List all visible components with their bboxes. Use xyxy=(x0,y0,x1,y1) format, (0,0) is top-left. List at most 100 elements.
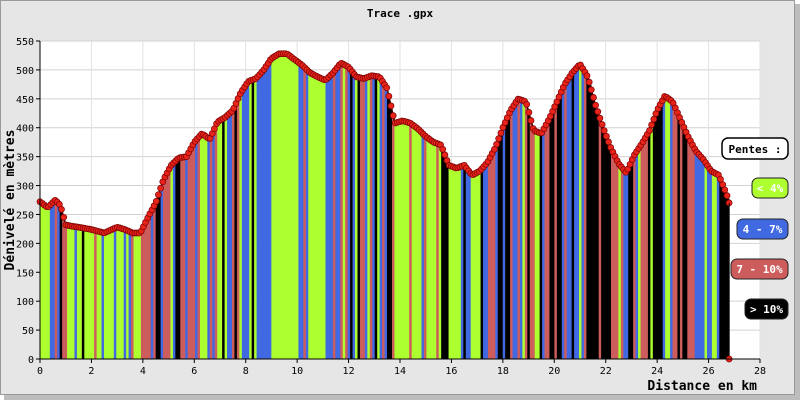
slope-stripe xyxy=(190,147,193,359)
slope-stripe xyxy=(153,205,157,359)
slope-stripe xyxy=(704,163,708,359)
slope-stripe xyxy=(724,191,728,359)
x-axis-title: Distance en km xyxy=(647,379,757,394)
slope-stripe xyxy=(706,166,710,359)
slope-stripe xyxy=(355,76,358,359)
slope-stripe xyxy=(702,159,705,359)
slope-stripe xyxy=(554,104,558,359)
legend-label: < 4% xyxy=(757,182,784,195)
slope-stripe xyxy=(91,229,95,359)
slope-stripe xyxy=(480,168,484,359)
slope-stripe xyxy=(86,228,90,359)
slope-stripe xyxy=(167,168,171,359)
elevation-point xyxy=(600,127,608,134)
slope-stripe xyxy=(524,102,528,360)
x-tick-label: 10 xyxy=(291,366,303,377)
slope-stripe xyxy=(254,78,257,359)
x-tick-label: 0 xyxy=(37,366,43,377)
slope-stripe xyxy=(547,120,550,360)
y-tick-label: 550 xyxy=(16,37,34,48)
slope-stripe xyxy=(308,72,312,359)
slope-stripe xyxy=(79,227,83,359)
legend-item: > 10% xyxy=(744,298,789,320)
slope-stripe xyxy=(327,76,331,360)
slope-stripe xyxy=(315,76,319,359)
slope-stripe xyxy=(662,97,666,360)
slope-stripe xyxy=(367,76,371,360)
slope-stripe xyxy=(99,231,102,359)
slope-stripe xyxy=(47,206,51,359)
elevation-profile xyxy=(36,50,733,363)
slope-stripe xyxy=(342,64,346,359)
slope-stripe xyxy=(709,170,713,359)
slope-stripe xyxy=(455,167,459,359)
slope-stripe xyxy=(576,66,580,359)
slope-stripe xyxy=(251,79,255,359)
elevation-point xyxy=(603,132,610,140)
slope-stripe xyxy=(571,72,575,359)
slope-stripe xyxy=(561,87,565,360)
slope-stripe xyxy=(428,139,432,359)
elevation-point xyxy=(605,138,612,146)
slope-stripe xyxy=(204,136,208,359)
elevation-point xyxy=(439,145,447,153)
elevation-point xyxy=(592,101,599,109)
slope-stripe xyxy=(490,154,494,359)
slope-stripe xyxy=(458,167,462,359)
slope-stripe xyxy=(620,167,624,359)
slope-stripe xyxy=(133,232,137,359)
slope-stripe xyxy=(158,191,161,359)
slope-stripe xyxy=(603,132,607,359)
slope-stripe xyxy=(473,173,477,359)
slope-stripe xyxy=(362,78,366,359)
slope-stripe xyxy=(606,138,609,359)
slope-stripe xyxy=(231,109,235,359)
slope-stripe xyxy=(460,166,464,359)
slope-stripe xyxy=(202,134,206,359)
slope-stripe xyxy=(534,131,538,359)
legend-item: 4 - 7% xyxy=(736,218,789,240)
slope-stripe xyxy=(714,173,718,359)
legend-title-text: Pentes : xyxy=(729,143,782,156)
slope-stripe xyxy=(711,172,715,359)
slope-stripe xyxy=(81,227,85,359)
slope-stripe xyxy=(236,98,240,359)
slope-stripe xyxy=(505,119,509,359)
slope-stripe xyxy=(185,156,189,359)
x-tick-labels: 0 2 4 6 8 10 12 14 16 18 20 22 24 26 28 xyxy=(37,366,766,377)
slope-stripe xyxy=(633,154,637,359)
y-tick-label: 0 xyxy=(28,355,34,366)
slope-stripe xyxy=(569,75,573,359)
slope-stripe xyxy=(286,54,289,360)
slope-stripe xyxy=(655,111,659,359)
slope-stripe xyxy=(389,104,393,360)
legend-label: > 10% xyxy=(750,303,783,316)
slope-stripe xyxy=(131,232,134,359)
slope-stripes xyxy=(40,53,730,360)
slope-stripe xyxy=(325,79,329,360)
legend-title-box xyxy=(721,137,789,160)
slope-stripe xyxy=(57,203,61,359)
slope-stripe xyxy=(611,150,614,359)
slope-stripe xyxy=(266,63,270,360)
slope-stripe xyxy=(305,69,309,360)
slope-stripe xyxy=(468,171,472,359)
elevation-point xyxy=(493,140,500,148)
slope-stripe xyxy=(271,57,275,360)
slope-stripe xyxy=(345,65,349,359)
x-tick-label: 28 xyxy=(754,366,766,377)
slope-stripe xyxy=(684,132,688,359)
x-tick-label: 22 xyxy=(600,366,612,377)
slope-stripe xyxy=(638,147,641,359)
slope-stripe xyxy=(660,102,664,359)
slope-stripe xyxy=(522,100,526,359)
slope-stripe xyxy=(583,72,587,359)
slope-stripe xyxy=(94,230,98,359)
slope-stripe xyxy=(426,137,430,359)
y-tick-label: 500 xyxy=(16,66,34,77)
slope-stripe xyxy=(135,232,139,359)
slope-stripe xyxy=(224,116,228,360)
slope-stripe xyxy=(281,53,285,359)
slope-stripe xyxy=(623,170,627,359)
elevation-point xyxy=(596,114,604,122)
